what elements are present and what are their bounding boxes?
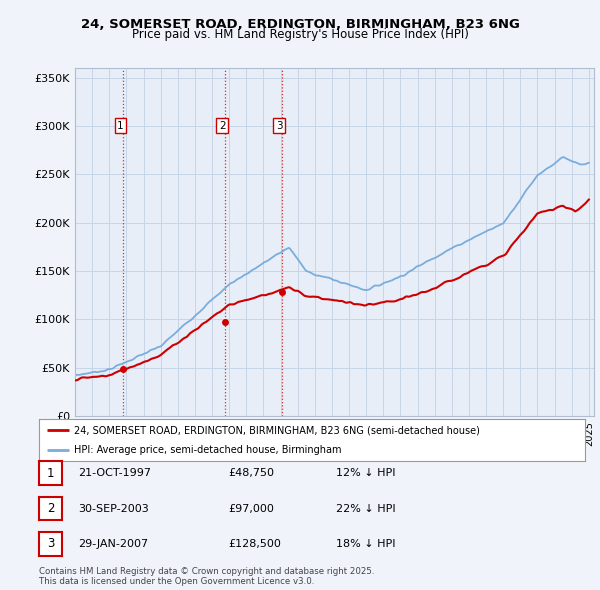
- Text: £128,500: £128,500: [228, 539, 281, 549]
- Text: Price paid vs. HM Land Registry's House Price Index (HPI): Price paid vs. HM Land Registry's House …: [131, 28, 469, 41]
- Text: 24, SOMERSET ROAD, ERDINGTON, BIRMINGHAM, B23 6NG (semi-detached house): 24, SOMERSET ROAD, ERDINGTON, BIRMINGHAM…: [74, 425, 481, 435]
- Text: 22% ↓ HPI: 22% ↓ HPI: [336, 504, 395, 513]
- Text: Contains HM Land Registry data © Crown copyright and database right 2025.
This d: Contains HM Land Registry data © Crown c…: [39, 567, 374, 586]
- Text: 30-SEP-2003: 30-SEP-2003: [78, 504, 149, 513]
- Text: 2: 2: [219, 121, 226, 131]
- Text: 2: 2: [47, 502, 54, 515]
- Text: 3: 3: [276, 121, 283, 131]
- Text: 21-OCT-1997: 21-OCT-1997: [78, 468, 151, 478]
- Text: HPI: Average price, semi-detached house, Birmingham: HPI: Average price, semi-detached house,…: [74, 445, 342, 455]
- Text: £48,750: £48,750: [228, 468, 274, 478]
- Text: 1: 1: [117, 121, 124, 131]
- Text: 1: 1: [47, 467, 54, 480]
- Text: £97,000: £97,000: [228, 504, 274, 513]
- Text: 29-JAN-2007: 29-JAN-2007: [78, 539, 148, 549]
- Text: 18% ↓ HPI: 18% ↓ HPI: [336, 539, 395, 549]
- Text: 24, SOMERSET ROAD, ERDINGTON, BIRMINGHAM, B23 6NG: 24, SOMERSET ROAD, ERDINGTON, BIRMINGHAM…: [80, 18, 520, 31]
- Text: 3: 3: [47, 537, 54, 550]
- Text: 12% ↓ HPI: 12% ↓ HPI: [336, 468, 395, 478]
